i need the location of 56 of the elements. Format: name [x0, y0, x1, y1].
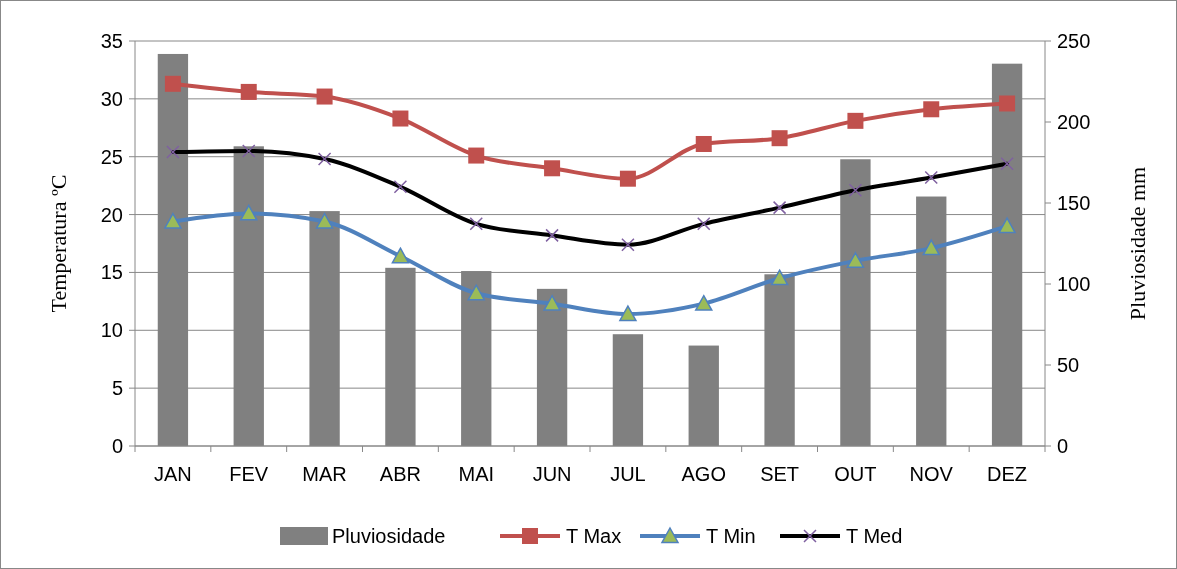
x-tick-label: AGO [681, 463, 726, 485]
point [619, 305, 637, 322]
y-tick-label: 30 [100, 87, 123, 110]
point [240, 204, 258, 221]
x-tick-label: MAR [302, 463, 347, 485]
point [544, 160, 561, 177]
x-tick-label: JUL [610, 463, 646, 485]
x-tick-label: NOV [909, 463, 954, 485]
point [316, 88, 333, 105]
y-tick-label: 25 [100, 145, 123, 168]
point [846, 252, 865, 269]
x-tick-label: JAN [154, 463, 192, 485]
x-tick-label: MAI [458, 463, 495, 485]
point [999, 95, 1016, 112]
point [315, 212, 334, 229]
point [164, 75, 181, 92]
y-tick-label: 0 [111, 435, 123, 457]
point [695, 294, 713, 311]
legend-label: Pluviosidade [332, 525, 446, 547]
y-axis-title: Temperatura ºC [46, 174, 71, 313]
y-tick-label: 35 [100, 30, 123, 52]
y2-axis-title: Pluviosidade mm [1125, 166, 1150, 321]
legend-label: T Max [566, 525, 622, 547]
y-tick-label: 5 [111, 377, 123, 400]
point [391, 247, 410, 264]
point [922, 239, 940, 256]
point [619, 170, 636, 187]
x-tick-label: FEV [229, 463, 269, 485]
point [695, 135, 712, 152]
point [770, 269, 789, 286]
y2-tick-label: 150 [1057, 192, 1091, 214]
point [771, 130, 788, 147]
y2-tick-label: 200 [1057, 111, 1091, 133]
point [467, 284, 485, 301]
point [543, 294, 561, 311]
y2-tick-label: 50 [1057, 354, 1080, 376]
x-tick-label: OUT [834, 463, 877, 485]
point [923, 101, 940, 118]
point [847, 112, 864, 129]
legend-label: T Med [846, 525, 903, 547]
y-tick-label: 20 [100, 203, 123, 226]
point [468, 147, 485, 164]
point [998, 217, 1016, 234]
point [392, 110, 409, 127]
y-tick-label: 15 [100, 261, 123, 284]
point [240, 83, 257, 100]
y2-tick-label: 100 [1057, 273, 1091, 295]
x-tick-label: SET [760, 463, 800, 485]
y-tick-label: 10 [100, 319, 123, 342]
point [164, 212, 182, 229]
x-tick-label: DEZ [987, 463, 1028, 485]
x-tick-label: JUN [532, 463, 572, 485]
y2-tick-label: 250 [1057, 30, 1091, 52]
legend-label: T Min [706, 525, 756, 547]
x-tick-label: ABR [379, 463, 421, 485]
y2-tick-label: 0 [1057, 435, 1069, 457]
